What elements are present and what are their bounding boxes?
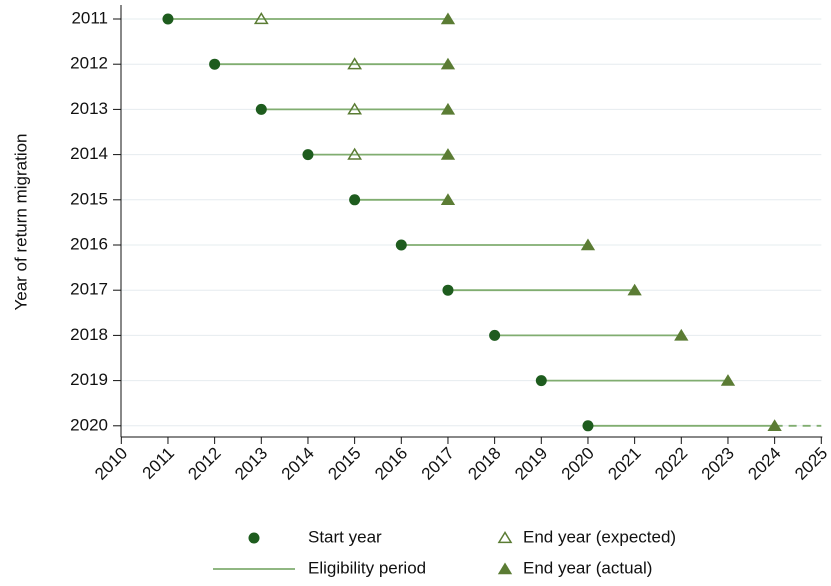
x-tick-label: 2020 (558, 444, 598, 484)
point (347, 102, 363, 115)
point (349, 194, 361, 206)
x-tick-label: 2017 (418, 444, 458, 484)
x-tick-label: 2010 (91, 444, 131, 484)
point (255, 103, 267, 115)
point (582, 420, 594, 432)
point (395, 239, 407, 251)
y-tick-label: 2013 (70, 99, 108, 118)
x-tick-label: 2019 (511, 444, 551, 484)
x-tick-label: 2022 (651, 444, 691, 484)
x-tick-label: 2024 (744, 444, 784, 484)
point (442, 284, 454, 296)
point (347, 57, 363, 70)
legend-label: End year (actual) (523, 558, 652, 577)
legend-marker (497, 531, 513, 544)
x-tick-label: 2015 (324, 444, 364, 484)
point (302, 149, 314, 161)
point (440, 102, 456, 115)
point (209, 58, 221, 70)
point (440, 148, 456, 160)
point (580, 238, 596, 251)
point (162, 13, 174, 25)
x-tick-label: 2023 (698, 444, 738, 484)
point (440, 193, 456, 205)
x-tick-label: 2025 (791, 444, 831, 484)
legend-label: Eligibility period (308, 558, 426, 577)
y-tick-label: 2020 (70, 415, 108, 434)
point (627, 283, 642, 296)
x-tick-label: 2014 (278, 444, 318, 484)
point (347, 147, 363, 160)
point (720, 374, 736, 386)
y-tick-label: 2019 (70, 370, 108, 389)
point (489, 329, 501, 341)
x-tick-label: 2011 (139, 444, 178, 483)
legend-marker (248, 532, 260, 544)
point (440, 57, 456, 70)
point (535, 375, 547, 387)
point (767, 419, 782, 431)
y-tick-label: 2018 (70, 325, 108, 344)
y-axis-label: Year of return migration (11, 133, 30, 310)
y-tick-label: 2014 (70, 144, 108, 163)
y-tick-label: 2015 (70, 189, 108, 208)
legend-label: End year (expected) (523, 527, 676, 546)
x-tick-label: 2018 (464, 444, 504, 484)
y-tick-label: 2011 (71, 8, 108, 27)
y-tick-label: 2016 (70, 234, 108, 253)
x-tick-label: 2021 (604, 444, 644, 484)
legend-marker (497, 562, 513, 575)
legend-label: Start year (308, 527, 382, 546)
point (674, 328, 689, 341)
y-tick-label: 2012 (70, 54, 108, 73)
point (253, 12, 269, 25)
x-tick-label: 2012 (184, 444, 224, 484)
point (440, 12, 456, 25)
x-tick-label: 2013 (231, 444, 271, 484)
x-tick-label: 2016 (371, 444, 411, 484)
y-tick-label: 2017 (70, 280, 108, 299)
